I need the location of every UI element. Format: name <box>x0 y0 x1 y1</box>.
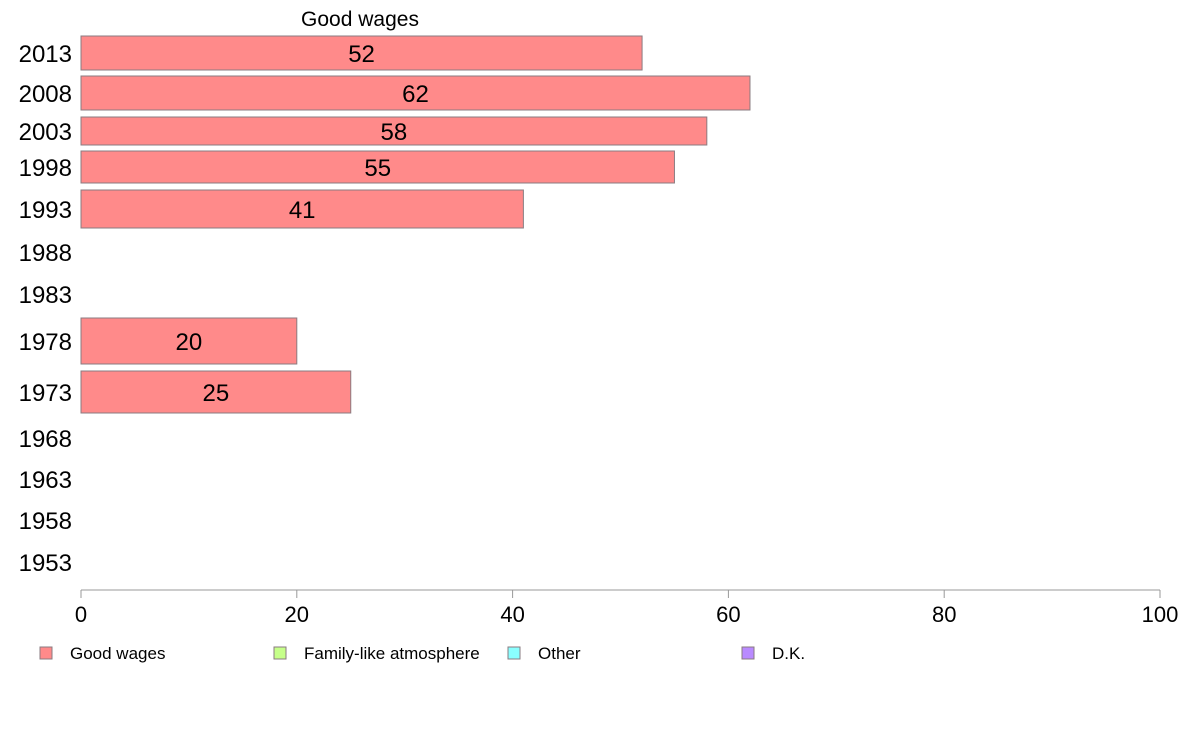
legend-label-2: Other <box>538 644 581 663</box>
bar-value-label-2003: 58 <box>381 119 408 146</box>
bar-value-label-1973: 25 <box>203 380 230 407</box>
year-label-2003: 2003 <box>19 119 72 146</box>
bar-2003 <box>80 116 708 146</box>
legend-swatch-0 <box>39 646 53 660</box>
bar-value-label-1998: 55 <box>364 155 391 182</box>
legend-swatch-3 <box>741 646 755 660</box>
bar-value-label-1978: 20 <box>176 329 203 356</box>
year-label-1978: 1978 <box>19 329 72 356</box>
year-label-1993: 1993 <box>19 197 72 224</box>
year-labels: 2013 2008 2003 1998 1993 1988 1983 1978 1973 1968… <box>19 41 72 577</box>
chart-title: Good wages <box>301 8 419 31</box>
x-tick-label-0: 0 <box>75 602 87 627</box>
year-label-1963: 1963 <box>19 467 72 494</box>
bar-value-label-2013: 52 <box>348 41 375 68</box>
year-label-1953: 1953 <box>19 550 72 577</box>
bar-1978 <box>80 317 298 365</box>
x-tick-label-40: 40 <box>500 602 524 627</box>
x-tick-label-100: 100 <box>1142 602 1179 627</box>
bar-1973 <box>80 370 352 414</box>
x-tick-label-60: 60 <box>716 602 740 627</box>
x-axis: 0 20 40 60 80 100 <box>75 589 1179 627</box>
legend-label-0: Good wages <box>70 644 165 663</box>
year-label-2008: 2008 <box>19 81 72 108</box>
bars <box>80 35 751 414</box>
legend-label-1: Family-like atmosphere <box>304 644 480 663</box>
year-label-1958: 1958 <box>19 508 72 535</box>
legend-label-3: D.K. <box>772 644 805 663</box>
legend-swatch-2 <box>507 646 521 660</box>
year-label-1983: 1983 <box>19 282 72 309</box>
year-label-1998: 1998 <box>19 155 72 182</box>
bar-2013 <box>80 35 643 71</box>
bar-value-label-2008: 62 <box>402 81 429 108</box>
legend-swatch-1 <box>273 646 287 660</box>
bar-1993 <box>80 189 524 229</box>
legend: Good wages Family-like atmosphere Other D.K… <box>39 644 805 663</box>
year-label-1973: 1973 <box>19 380 72 407</box>
year-label-1988: 1988 <box>19 240 72 267</box>
x-tick-label-20: 20 <box>285 602 309 627</box>
x-tick-label-80: 80 <box>932 602 956 627</box>
year-label-1968: 1968 <box>19 426 72 453</box>
year-label-2013: 2013 <box>19 41 72 68</box>
bar-2008 <box>80 75 751 111</box>
bar-value-label-1993: 41 <box>289 197 316 224</box>
bar-1998 <box>80 150 675 184</box>
